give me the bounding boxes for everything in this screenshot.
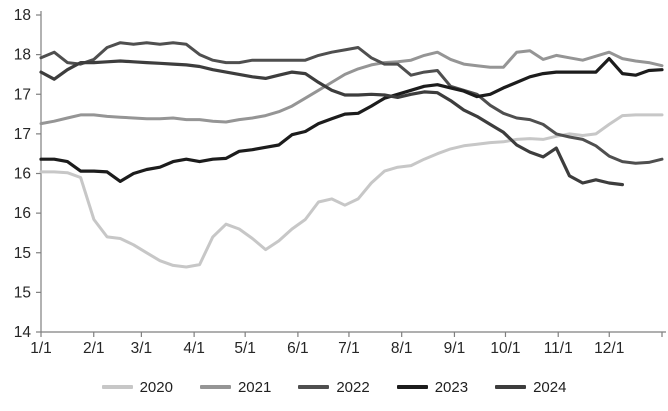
legend-label: 2023 xyxy=(434,378,469,396)
legend-item-2021: 2021 xyxy=(199,378,272,396)
series-line-2024 xyxy=(39,59,625,187)
x-tick-label: 1/1 xyxy=(30,340,52,357)
x-tick-label: 4/1 xyxy=(183,340,205,357)
x-tick-label: 12/1 xyxy=(594,340,624,357)
x-tick-label: 2/1 xyxy=(83,340,105,357)
plot-area: 18 18 17 17 16 16 15 15 141/1 2/1 3/1 4/1 5/1 6/1 7/1 8… xyxy=(14,7,666,357)
y-tick-label: 18 xyxy=(14,7,31,24)
y-tick-label: 15 xyxy=(14,245,31,262)
x-tick-label: 7/1 xyxy=(338,340,360,357)
legend-swatch-2024 xyxy=(495,385,527,389)
series-line-2022 xyxy=(39,41,664,165)
legend-item-2023: 2023 xyxy=(396,378,469,396)
legend-label: 2024 xyxy=(533,378,567,396)
legend-item-2024: 2024 xyxy=(495,380,566,395)
y-tick-label: 17 xyxy=(14,126,31,143)
legend-swatch-2020 xyxy=(101,385,133,389)
x-tick-label: 3/1 xyxy=(131,340,153,357)
y-tick-label: 18 xyxy=(14,47,31,64)
legend-item-2022: 2022 xyxy=(298,378,370,396)
x-tick-label: 9/1 xyxy=(444,340,466,357)
y-tick-label: 17 xyxy=(14,86,31,103)
x-tick-label: 10/1 xyxy=(490,340,520,357)
series-line-2021 xyxy=(39,49,664,126)
legend-item-2020: 2020 xyxy=(101,378,173,396)
chart-legend: 2020 2021 2022 2023 2024 xyxy=(0,364,668,410)
legend-label: 2020 xyxy=(139,378,173,396)
y-tick-label: 15 xyxy=(14,284,31,301)
legend-swatch-2021 xyxy=(199,385,231,389)
line-chart: 18 18 17 17 16 16 15 15 14 1/1 2/1 3/1 4/1 5/1 6/1 7/1 8… xyxy=(14,7,666,357)
series-line-2023 xyxy=(39,56,664,183)
legend-label: 2022 xyxy=(336,378,370,396)
y-tick-label: 14 xyxy=(14,324,32,341)
x-tick-label: 11/1 xyxy=(544,340,573,357)
x-tick-label: 6/1 xyxy=(287,340,309,357)
x-tick-label: 8/1 xyxy=(391,340,413,357)
x-tick-label: 5/1 xyxy=(234,340,256,357)
legend-swatch-2023 xyxy=(396,385,428,389)
legend-label: 2021 xyxy=(237,378,272,396)
y-tick-label: 16 xyxy=(14,166,31,183)
y-tick-label: 16 xyxy=(14,205,31,222)
legend-swatch-2022 xyxy=(298,385,330,389)
